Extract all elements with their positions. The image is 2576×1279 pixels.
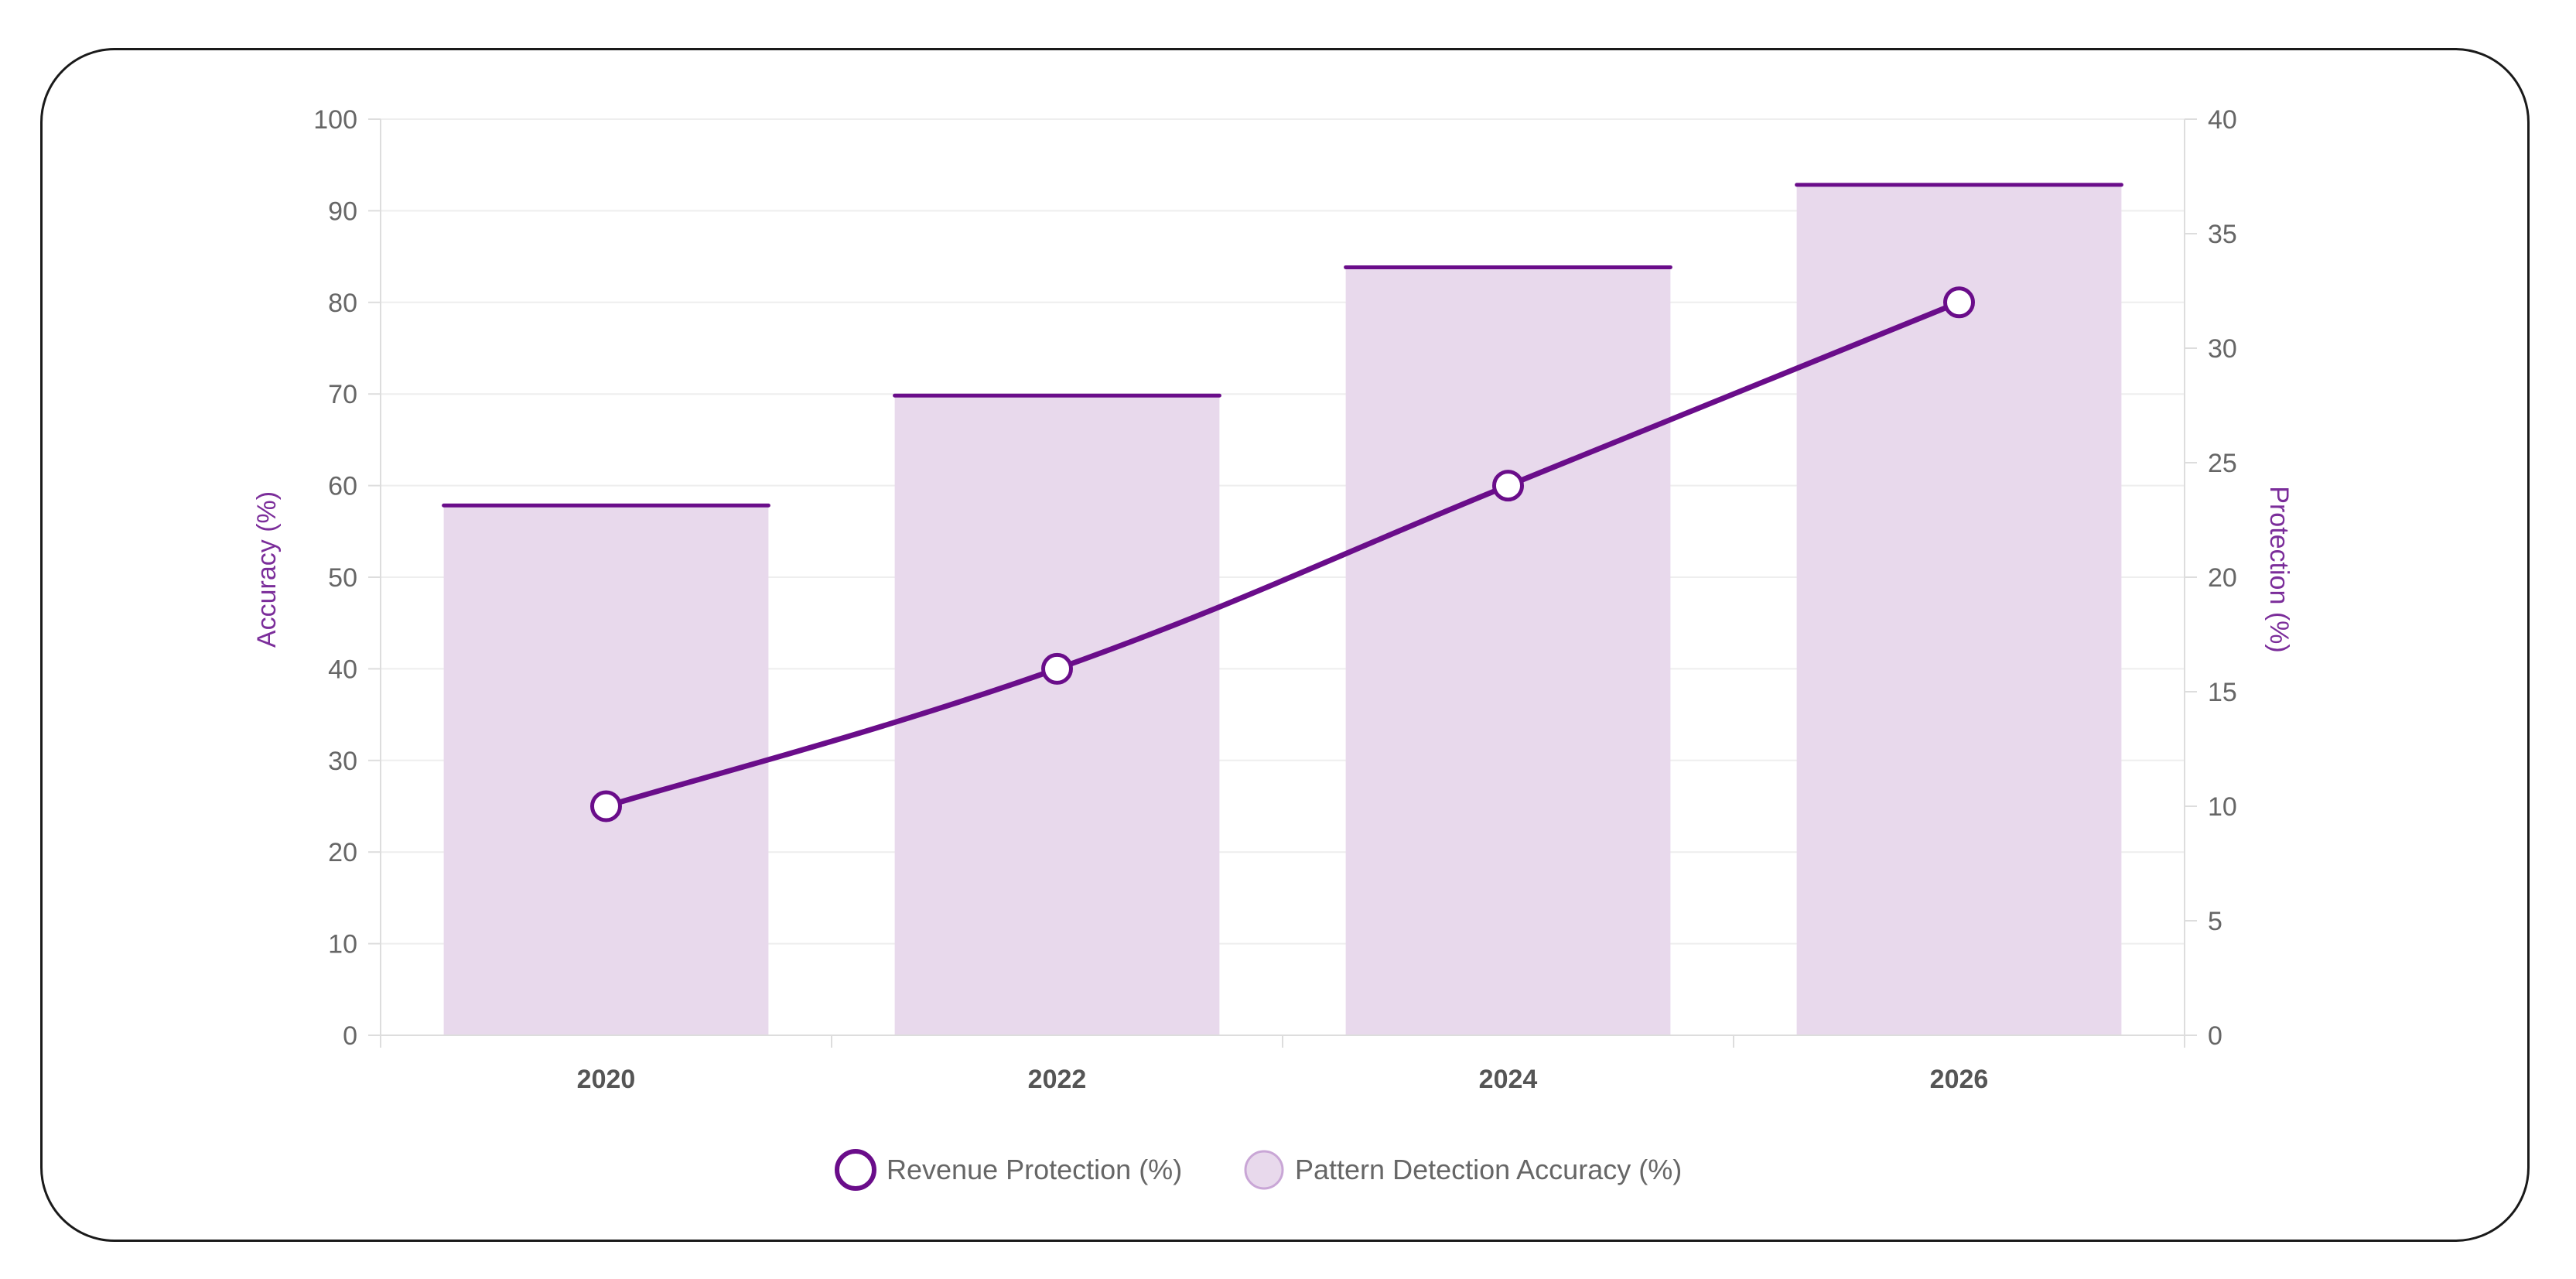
x-tick-label: 2026 (1930, 1065, 1989, 1094)
y-left-tick-label: 100 (313, 105, 357, 135)
y-left-tick-label: 90 (328, 197, 357, 226)
y-left-tick-label: 20 (328, 838, 357, 867)
y-axis-right-title: Protection (%) (2264, 486, 2294, 652)
legend-label-pattern-detection-accuracy: Pattern Detection Accuracy (%) (1295, 1154, 1682, 1185)
y-right-tick-label: 20 (2208, 563, 2237, 593)
legend-item-pattern-detection-accuracy[interactable]: Pattern Detection Accuracy (%) (1244, 1150, 1682, 1190)
y-left-tick-label: 70 (328, 380, 357, 409)
y-left-tick-label: 0 (343, 1021, 357, 1051)
line-point (1492, 470, 1524, 502)
y-right-tick-label: 30 (2208, 334, 2237, 364)
y-right-tick-label: 0 (2208, 1021, 2222, 1051)
bar (443, 504, 769, 1035)
legend-label-revenue-protection: Revenue Protection (%) (887, 1154, 1182, 1185)
bar (1796, 183, 2122, 1035)
legend-bar-marker (1244, 1150, 1284, 1190)
x-tick-label: 2022 (1028, 1065, 1087, 1094)
y-left-tick-label: 60 (328, 472, 357, 501)
y-right-tick-label: 15 (2208, 678, 2237, 707)
y-left-tick-label: 50 (328, 563, 357, 593)
bar-series (442, 183, 2123, 1035)
x-tick-label: 2024 (1479, 1065, 1538, 1094)
y-left-tick-label: 40 (328, 655, 357, 684)
y-right-tick-label: 25 (2208, 449, 2237, 478)
line-series (590, 286, 1975, 822)
y-right-tick-label: 35 (2208, 220, 2237, 249)
y-left-tick-label: 80 (328, 289, 357, 318)
y-left-tick-label: 10 (328, 930, 357, 959)
axes: 0 10 20 30 40 50 60 70 80 90 100 0 5 10 15 20 25 30 35 40 20… (313, 105, 2237, 1094)
legend-line-marker (835, 1149, 876, 1191)
line-point (590, 790, 622, 822)
x-tick-label: 2020 (577, 1065, 636, 1094)
line-point (1943, 286, 1975, 319)
legend-item-revenue-protection[interactable]: Revenue Protection (%) (835, 1149, 1182, 1191)
line-path (605, 299, 1960, 809)
bar (894, 394, 1220, 1035)
y-right-tick-label: 10 (2208, 792, 2237, 822)
bar (1345, 265, 1671, 1035)
legend: Revenue Protection (%) Pattern Detection… (835, 1149, 1682, 1191)
y-left-tick-label: 30 (328, 747, 357, 776)
y-right-tick-label: 5 (2208, 907, 2222, 936)
y-right-tick-label: 40 (2208, 105, 2237, 135)
y-axis-left-title: Accuracy (%) (252, 491, 282, 648)
line-point (1041, 652, 1073, 685)
